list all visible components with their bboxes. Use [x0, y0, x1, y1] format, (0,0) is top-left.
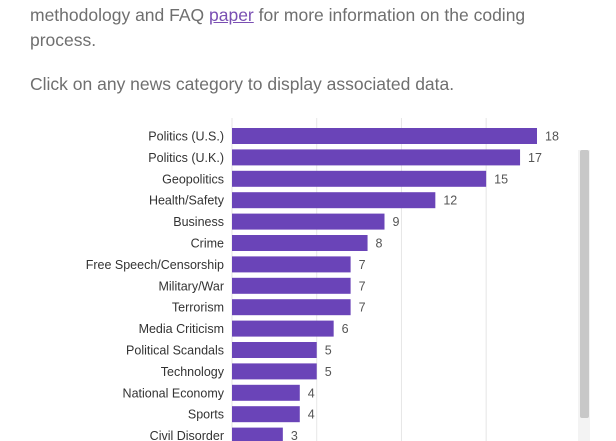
category-label[interactable]: Sports: [188, 408, 224, 422]
category-label[interactable]: Free Speech/Censorship: [86, 258, 224, 272]
scrollbar-thumb[interactable]: [580, 150, 589, 418]
category-label[interactable]: Business: [173, 215, 224, 229]
bar-value-label: 18: [545, 130, 559, 144]
category-bar[interactable]: [232, 320, 334, 337]
bar-value-label: 7: [359, 258, 366, 272]
bar-value-label: 15: [494, 172, 508, 186]
bar-value-label: 6: [342, 322, 349, 336]
category-label[interactable]: Civil Disorder: [150, 429, 224, 441]
intro-suffix: for more information on the coding: [253, 5, 526, 25]
category-bar[interactable]: [232, 277, 351, 294]
intro-line-1: methodology and FAQ paper for more infor…: [30, 2, 525, 28]
category-bar[interactable]: [232, 406, 300, 423]
intro-line-2: process.: [30, 30, 97, 50]
intro-prefix: methodology and FAQ: [30, 5, 209, 25]
bar-value-label: 4: [308, 408, 315, 422]
category-label[interactable]: Technology: [161, 365, 225, 379]
bar-value-label: 7: [359, 301, 366, 315]
category-label[interactable]: Politics (U.S.): [148, 130, 224, 144]
bar-value-label: 5: [325, 365, 332, 379]
category-bar[interactable]: [232, 128, 537, 144]
category-label[interactable]: Crime: [191, 237, 224, 251]
category-label[interactable]: Geopolitics: [162, 172, 224, 186]
bar-value-label: 5: [325, 344, 332, 358]
category-label[interactable]: Political Scandals: [126, 344, 224, 358]
category-label[interactable]: Media Criticism: [139, 322, 224, 336]
category-bar[interactable]: [232, 235, 368, 251]
paper-link[interactable]: paper: [209, 5, 254, 25]
category-label[interactable]: Terrorism: [172, 301, 224, 315]
category-bar[interactable]: [232, 170, 487, 187]
instruction-text: Click on any news category to display as…: [30, 74, 455, 94]
category-label[interactable]: Politics (U.K.): [148, 151, 224, 165]
category-label[interactable]: Health/Safety: [149, 194, 225, 208]
bar-value-label: 9: [393, 215, 400, 229]
category-bar[interactable]: [232, 299, 351, 316]
category-bar[interactable]: [232, 342, 317, 358]
category-bar[interactable]: [232, 149, 521, 166]
bar-value-label: 3: [291, 429, 298, 441]
bar-value-label: 12: [443, 194, 457, 208]
bar-value-label: 17: [528, 151, 542, 165]
category-bar[interactable]: [232, 192, 436, 209]
category-bar[interactable]: [232, 384, 300, 401]
category-bar-chart: Politics (U.S.) 18 Politics (U.K.) 17 Geopol…: [0, 118, 578, 441]
bar-value-label: 4: [308, 386, 315, 400]
bar-value-label: 7: [359, 279, 366, 293]
category-bar[interactable]: [232, 363, 317, 380]
chart-svg: Politics (U.S.) 18 Politics (U.K.) 17 Geopol…: [86, 118, 559, 441]
category-bar[interactable]: [232, 427, 283, 441]
category-bar[interactable]: [232, 213, 385, 230]
category-label[interactable]: Military/War: [158, 279, 224, 293]
category-bar[interactable]: [232, 256, 351, 273]
bar-value-label: 8: [376, 237, 383, 251]
category-label[interactable]: National Economy: [123, 386, 225, 400]
